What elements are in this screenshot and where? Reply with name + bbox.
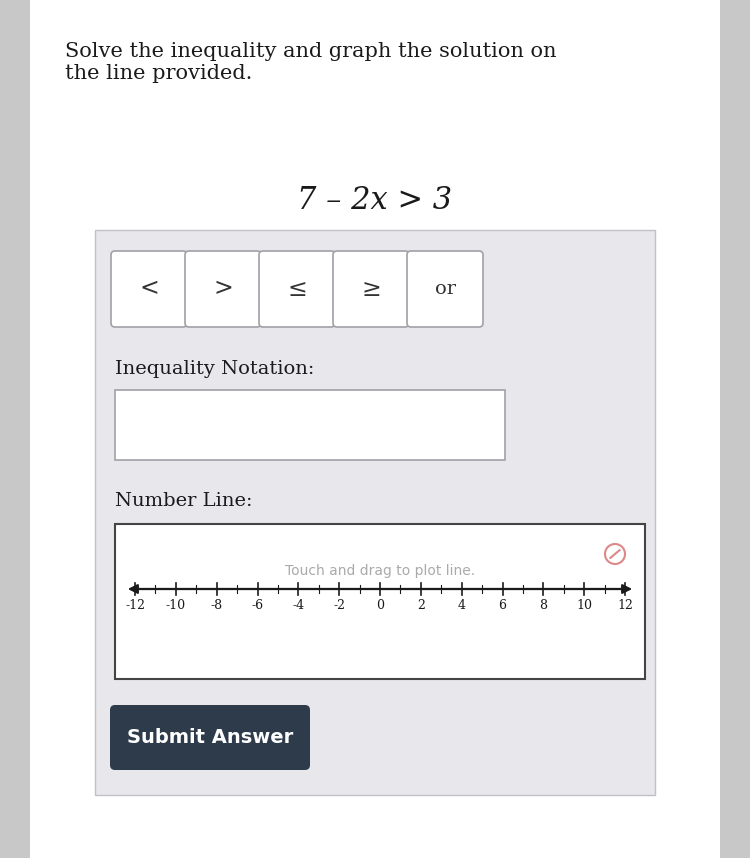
FancyBboxPatch shape (185, 251, 261, 327)
FancyBboxPatch shape (30, 0, 720, 858)
Text: -8: -8 (211, 599, 223, 612)
Text: or: or (434, 280, 455, 298)
Text: 7 – 2x > 3: 7 – 2x > 3 (298, 185, 452, 216)
FancyBboxPatch shape (407, 251, 483, 327)
Text: -4: -4 (292, 599, 304, 612)
FancyBboxPatch shape (115, 524, 645, 679)
Text: 12: 12 (617, 599, 633, 612)
Text: Submit Answer: Submit Answer (127, 728, 293, 747)
Text: Solve the inequality and graph the solution on: Solve the inequality and graph the solut… (65, 42, 556, 61)
Text: Inequality Notation:: Inequality Notation: (115, 360, 314, 378)
Text: >: > (213, 277, 233, 300)
Text: 0: 0 (376, 599, 384, 612)
FancyBboxPatch shape (110, 705, 310, 770)
Text: Touch and drag to plot line.: Touch and drag to plot line. (285, 564, 475, 578)
FancyBboxPatch shape (115, 390, 505, 460)
Text: the line provided.: the line provided. (65, 64, 252, 83)
Text: 6: 6 (499, 599, 506, 612)
FancyBboxPatch shape (111, 251, 187, 327)
Text: 2: 2 (417, 599, 424, 612)
Text: -2: -2 (333, 599, 345, 612)
Text: -6: -6 (251, 599, 263, 612)
Text: -12: -12 (125, 599, 145, 612)
FancyBboxPatch shape (333, 251, 409, 327)
Text: -10: -10 (166, 599, 186, 612)
Text: Number Line:: Number Line: (115, 492, 253, 510)
Text: 10: 10 (576, 599, 592, 612)
Text: ≥: ≥ (362, 277, 381, 300)
FancyBboxPatch shape (95, 230, 655, 795)
FancyBboxPatch shape (259, 251, 335, 327)
Text: 8: 8 (539, 599, 548, 612)
Text: ≤: ≤ (287, 277, 307, 300)
Text: 4: 4 (458, 599, 466, 612)
Text: <: < (139, 277, 159, 300)
